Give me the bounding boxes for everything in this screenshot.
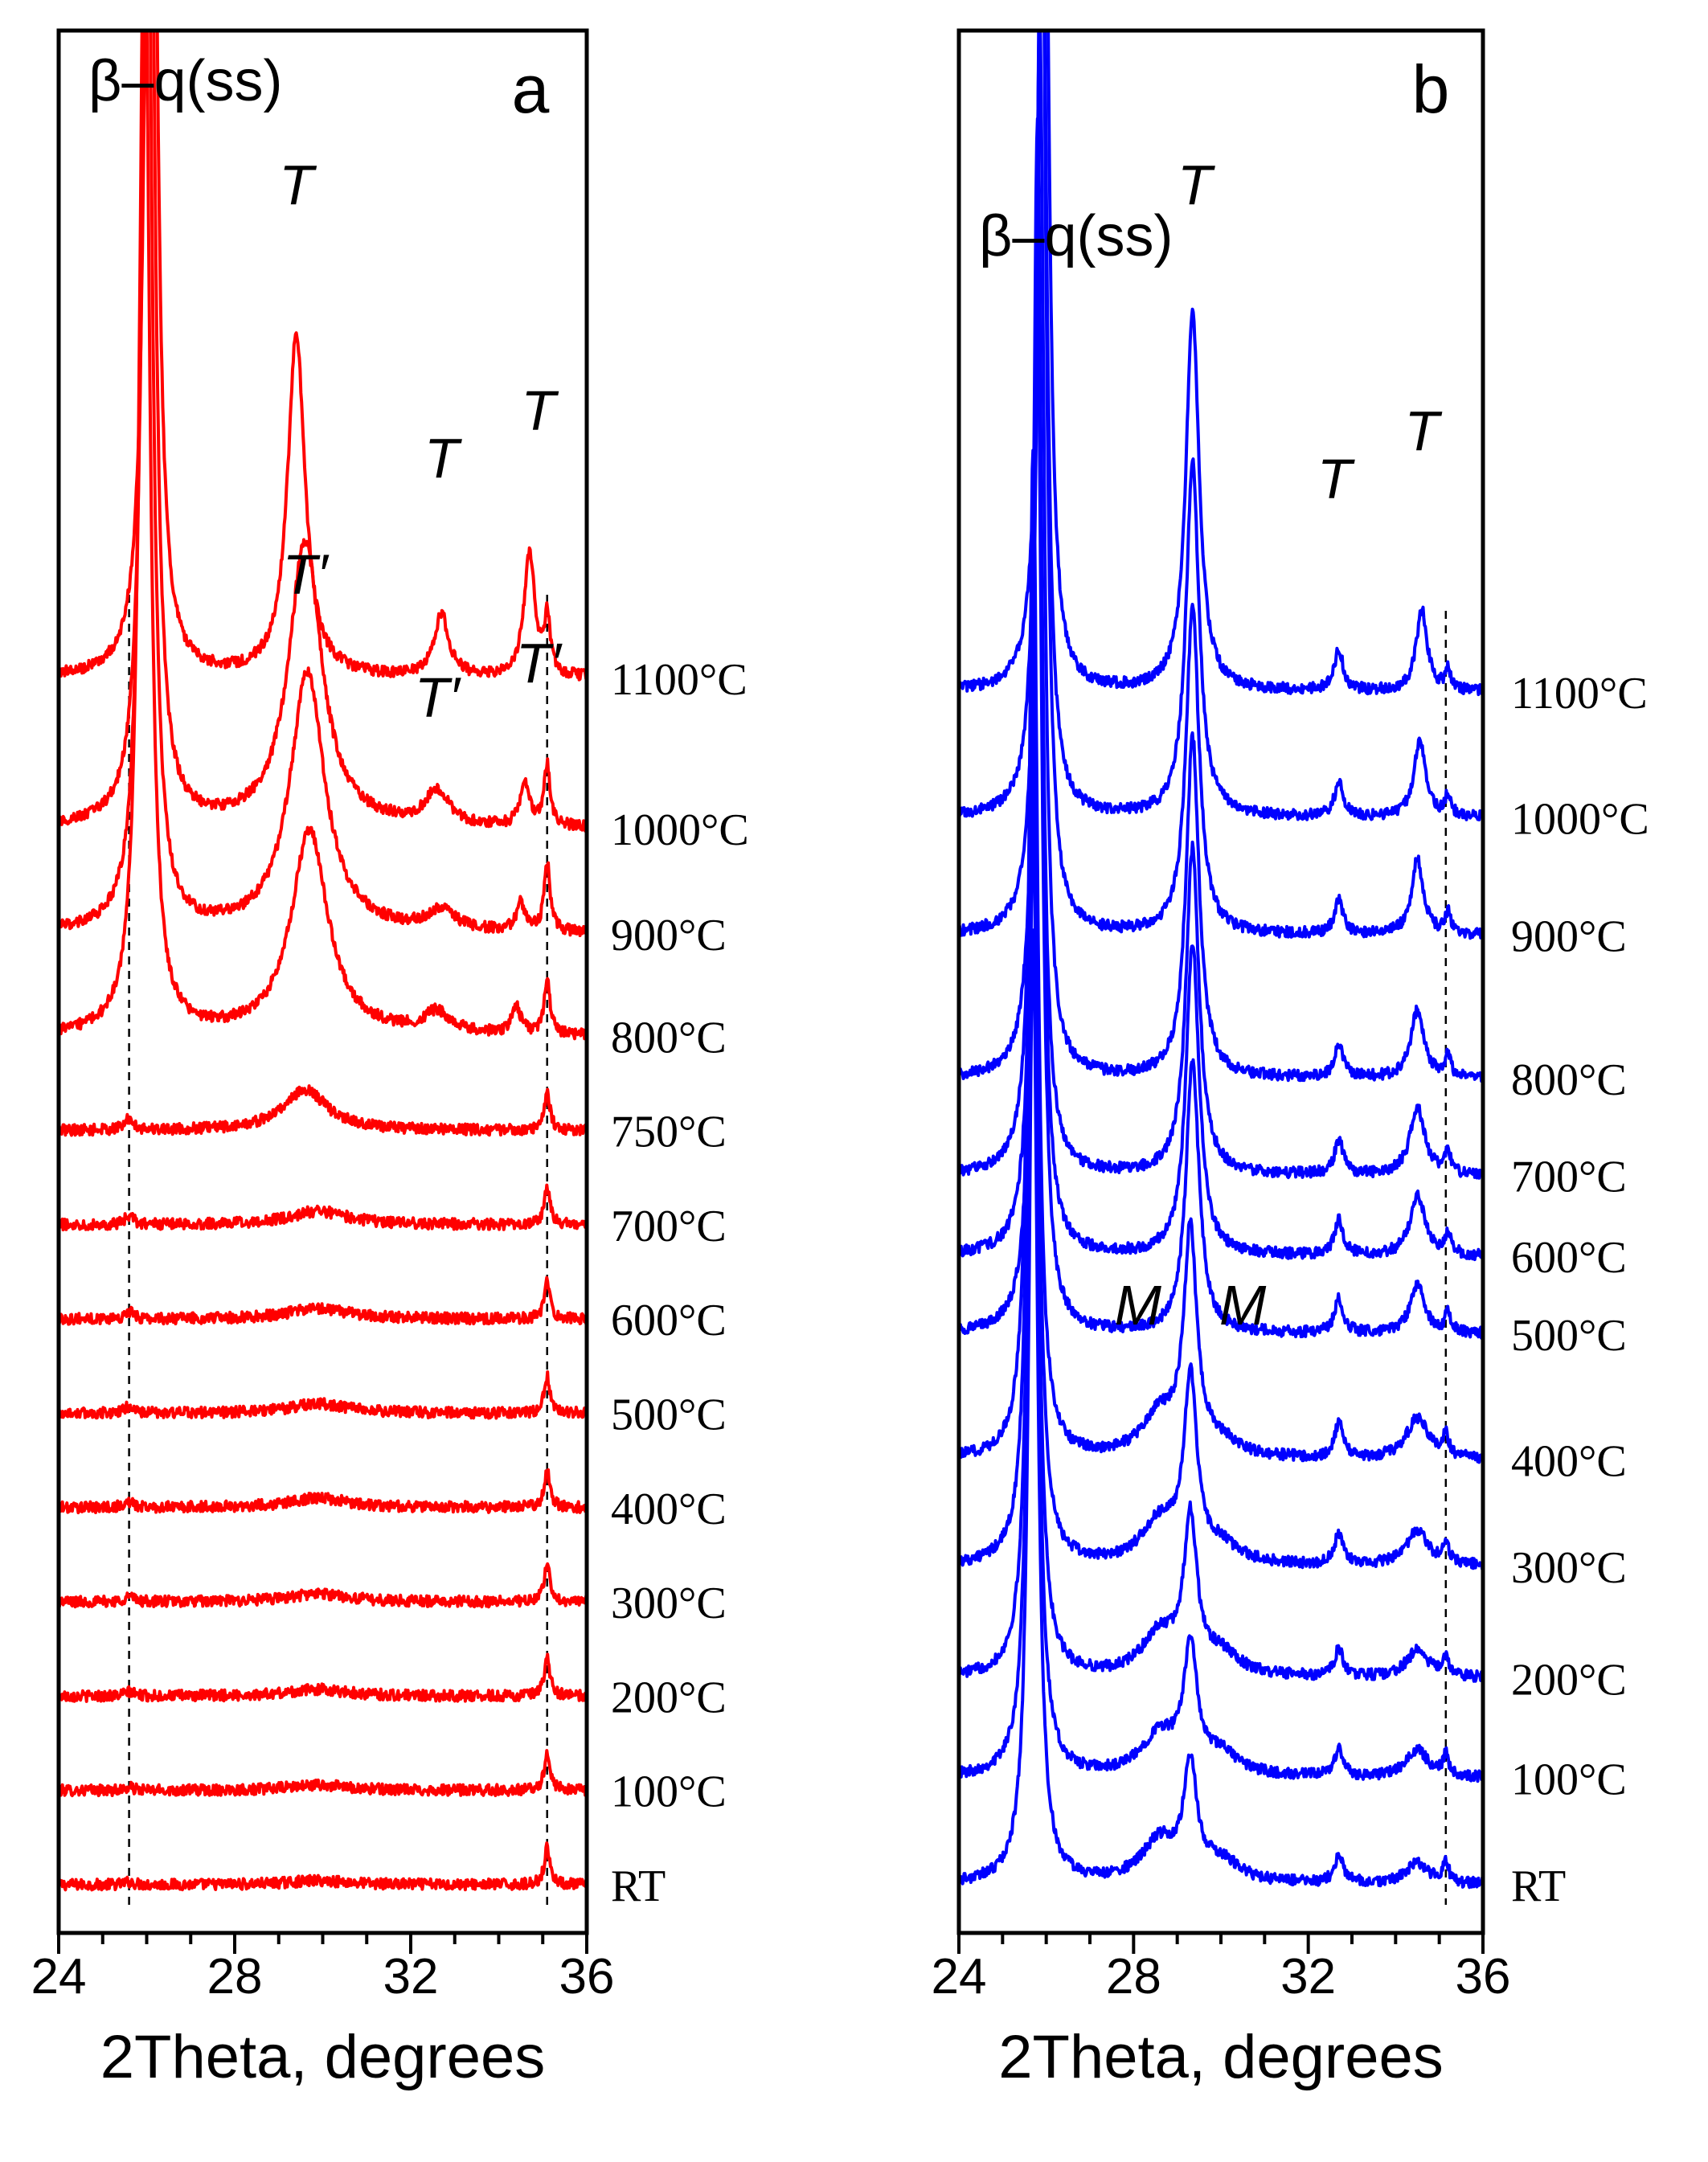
series-line-400C: [959, 448, 1483, 1464]
series-line-600C: [959, 219, 1483, 1262]
series-label: 750°C: [611, 1108, 727, 1157]
series-line-1000C: [959, 31, 1483, 821]
series-line-1100C: [59, 31, 587, 682]
peak-annotation: T′: [415, 666, 462, 729]
peak-annotation: T′: [516, 632, 563, 694]
peak-annotation: T: [521, 379, 559, 442]
series-label: 100°C: [1511, 1755, 1627, 1804]
series-line-RT: [959, 928, 1483, 1890]
series-line-700C: [59, 1183, 587, 1232]
x-tick-label: 28: [207, 1949, 263, 2004]
peak-annotation: T: [1317, 448, 1355, 510]
series-label: 200°C: [611, 1673, 727, 1722]
series-line-700C: [959, 117, 1483, 1180]
series-label: 600°C: [611, 1296, 727, 1345]
series-line-750C: [59, 1084, 587, 1137]
series-line-900C: [59, 31, 587, 937]
series-line-500C: [59, 1370, 587, 1420]
traces-a: [59, 31, 587, 1892]
x-tick-label: 24: [932, 1949, 987, 2004]
series-label: RT: [1511, 1861, 1566, 1911]
x-axis-title: 2Theta, degrees: [998, 2023, 1444, 2091]
x-tick-label: 32: [383, 1949, 439, 2004]
series-line-RT: [59, 1841, 587, 1892]
x-tick-label: 24: [31, 1949, 87, 2004]
series-label: 900°C: [1511, 912, 1627, 962]
peak-annotation: T: [424, 427, 462, 489]
series-label: 600°C: [1511, 1233, 1627, 1283]
phase-label: β–q(ss): [979, 204, 1173, 268]
peak-annotation: T: [1178, 154, 1215, 216]
series-label: 800°C: [1511, 1055, 1627, 1105]
series-line-800C: [59, 31, 587, 1041]
series-label: 100°C: [611, 1767, 727, 1817]
series-label: 1100°C: [1511, 669, 1648, 719]
series-label: RT: [611, 1861, 666, 1911]
panel-letter: b: [1412, 51, 1450, 127]
x-axis-title: 2Theta, degrees: [100, 2023, 546, 2091]
series-label: 700°C: [1511, 1153, 1627, 1202]
panel-letter: a: [512, 51, 550, 127]
series-label: 800°C: [611, 1013, 727, 1063]
series-line-200C: [959, 694, 1483, 1683]
series-line-600C: [59, 1275, 587, 1326]
series-line-400C: [59, 1468, 587, 1515]
series-label: 500°C: [1511, 1311, 1627, 1361]
traces-b: [959, 31, 1483, 1890]
plot-frame: [56, 28, 589, 1935]
series-label: 300°C: [1511, 1543, 1627, 1593]
series-label: 200°C: [1511, 1655, 1627, 1705]
series-line-300C: [59, 1562, 587, 1609]
series-line-500C: [959, 309, 1483, 1340]
series-label: 1000°C: [611, 805, 749, 855]
x-tick-label: 32: [1280, 1949, 1336, 2004]
series-line-100C: [59, 1749, 587, 1798]
peak-annotation: M: [1115, 1274, 1162, 1337]
series-label: 1000°C: [1511, 794, 1649, 844]
series-label: 500°C: [611, 1390, 727, 1440]
peak-annotation: T: [279, 154, 317, 216]
series-label: 700°C: [611, 1202, 727, 1251]
series-label: 400°C: [1511, 1436, 1627, 1486]
series-label: 1100°C: [611, 655, 748, 705]
x-tick-label: 36: [559, 1949, 615, 2004]
phase-label: β–q(ss): [88, 49, 282, 113]
peak-annotation: M: [1219, 1274, 1267, 1337]
x-tick-label: 36: [1456, 1949, 1511, 2004]
series-line-200C: [59, 1652, 587, 1703]
series-label: 300°C: [611, 1579, 727, 1628]
series-line-1100C: [959, 31, 1483, 697]
series-label: 400°C: [611, 1484, 727, 1534]
panel-a: RT 100°C 200°C 300°C 400°C 500°C 600°C 700°C 750…: [31, 28, 749, 2091]
series-label: 900°C: [611, 911, 727, 960]
series-line-100C: [959, 808, 1483, 1783]
series-line-1000C: [59, 31, 587, 833]
series-line-300C: [959, 569, 1483, 1571]
x-tick-label: 28: [1106, 1949, 1161, 2004]
peak-annotation: T′: [283, 543, 330, 606]
series-line-800C: [959, 31, 1483, 1083]
panel-b: RT 100°C 200°C 300°C 400°C 500°C 600°C 700°C 800…: [932, 28, 1649, 2091]
peak-annotation: T: [1405, 399, 1443, 462]
